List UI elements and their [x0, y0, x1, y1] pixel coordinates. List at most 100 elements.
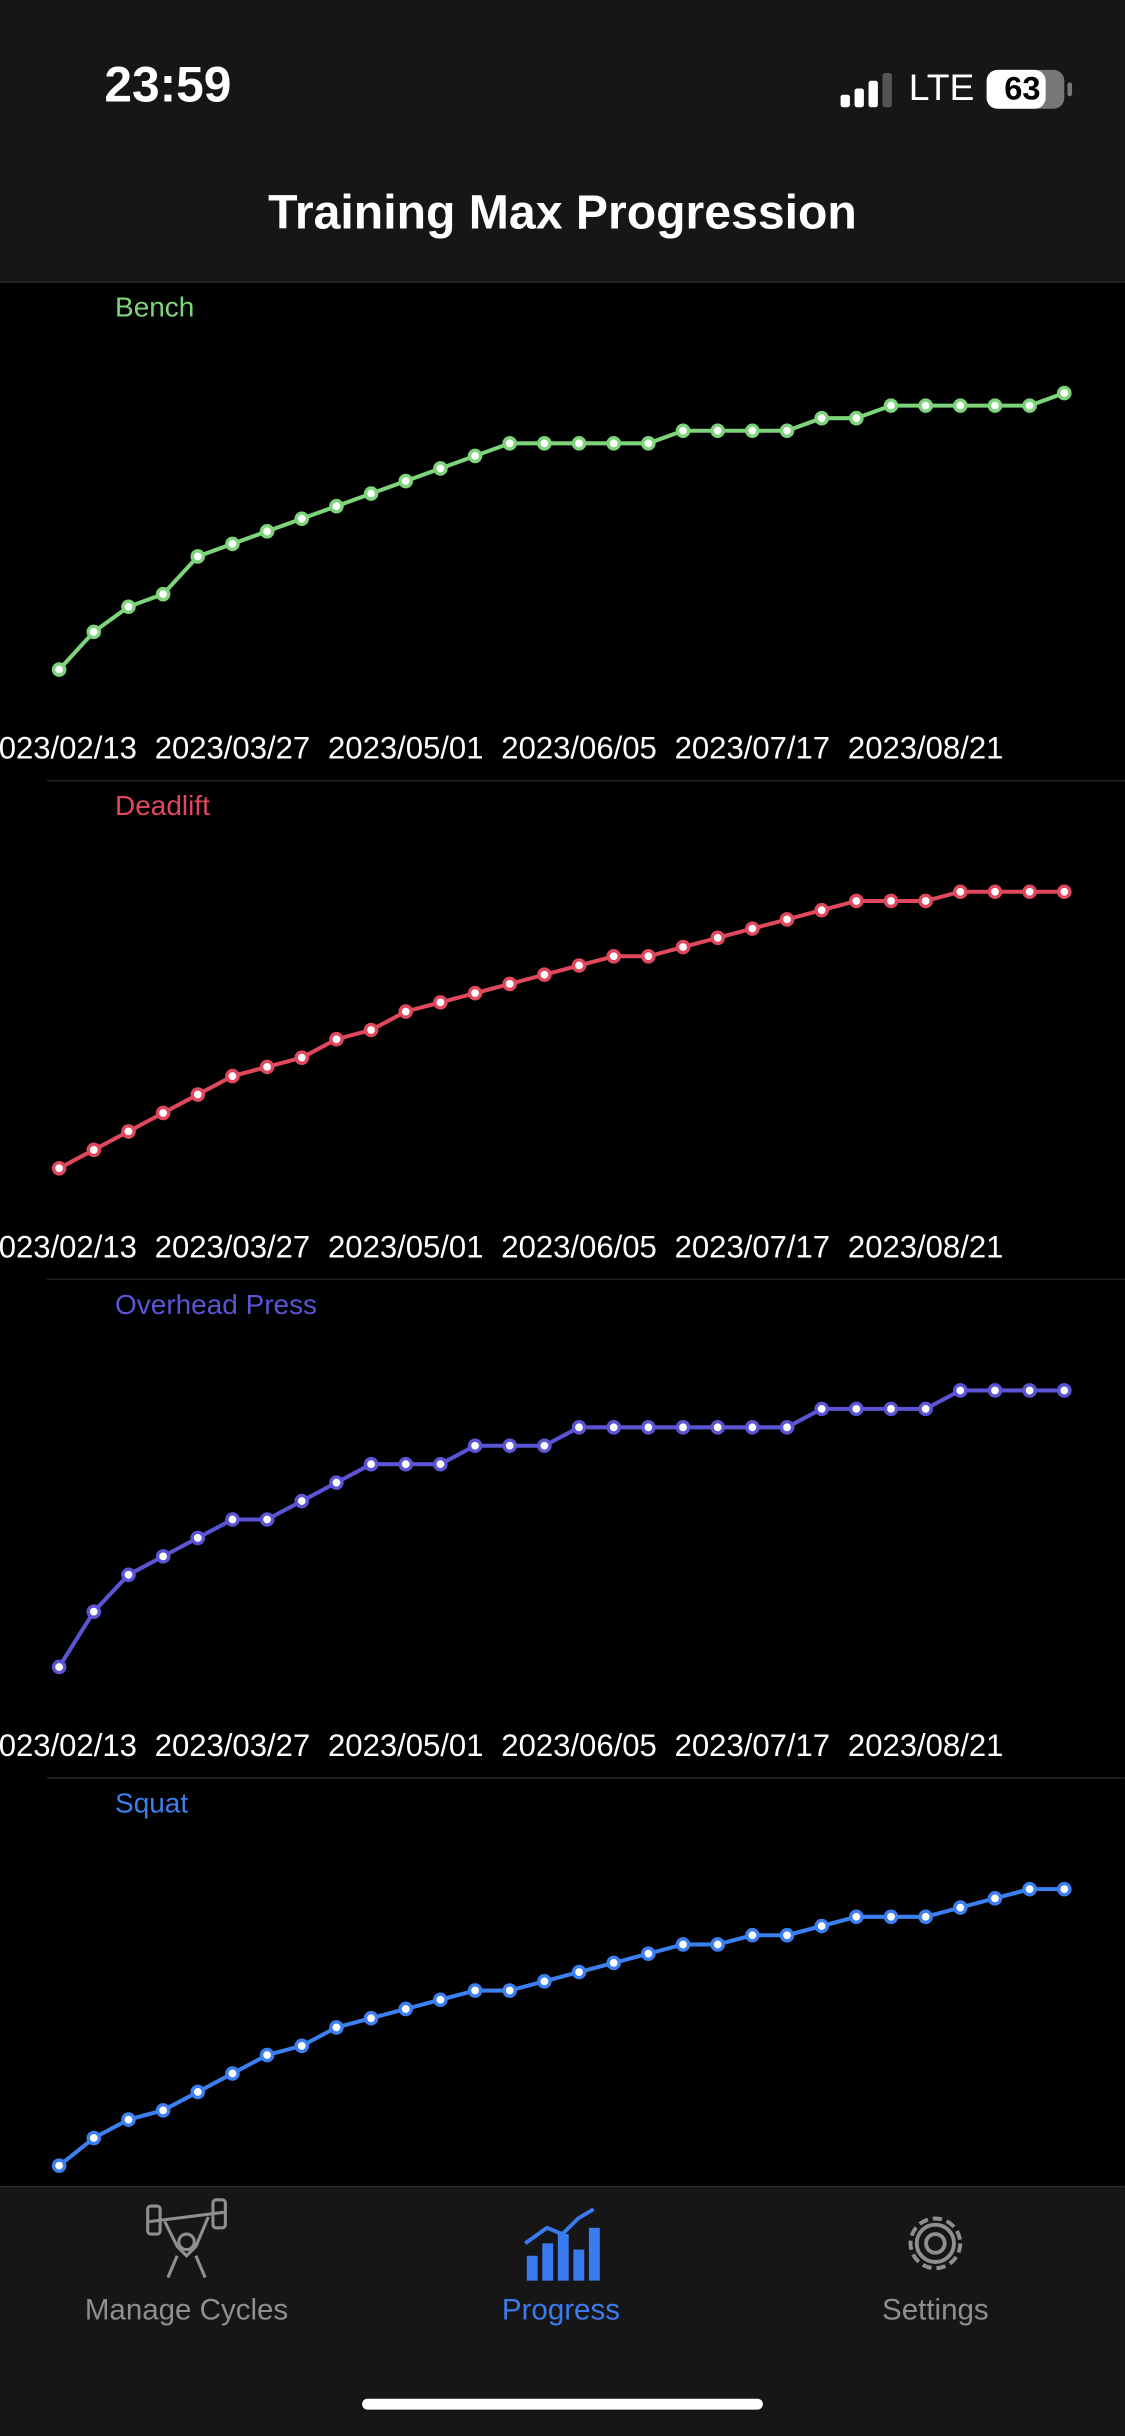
data-point — [537, 967, 552, 983]
data-point — [121, 1124, 136, 1139]
x-tick-label: 2023/05/01 — [328, 1229, 483, 1264]
status-network: LTE — [909, 66, 975, 108]
data-point — [710, 423, 725, 439]
tab-label: Progress — [502, 2294, 620, 2327]
data-point — [953, 1383, 968, 1398]
x-tick-label: 2023/06/05 — [501, 731, 656, 766]
data-point — [398, 1456, 414, 1472]
data-point — [121, 2112, 136, 2127]
x-tick-label: 2023/05/01 — [328, 731, 483, 766]
data-point — [467, 985, 483, 1001]
data-point — [987, 1891, 1003, 1906]
x-tick-label: 2023/03/27 — [155, 1728, 310, 1763]
data-point — [433, 1992, 448, 2008]
data-point — [433, 995, 448, 1010]
data-point — [190, 2084, 206, 2100]
tab-bar: Manage Cycles Progress Settings — [0, 2185, 1125, 2436]
data-point — [883, 398, 899, 413]
data-point — [571, 1964, 587, 1980]
series-label: Squat — [115, 1788, 188, 1819]
data-point — [225, 1512, 240, 1527]
data-point — [571, 958, 587, 973]
data-point — [433, 1456, 448, 1472]
series-label: Deadlift — [115, 790, 210, 821]
data-point — [155, 586, 171, 602]
data-point — [294, 2038, 310, 2054]
data-point — [155, 2103, 171, 2118]
data-point — [1057, 1383, 1072, 1398]
data-point — [849, 1401, 864, 1417]
x-tick-label: 2023/07/17 — [675, 731, 830, 766]
tab-label: Settings — [882, 2294, 989, 2327]
data-point — [329, 2020, 344, 2035]
data-point — [225, 1068, 240, 1084]
data-point — [641, 1420, 656, 1435]
data-point — [190, 1087, 206, 1102]
charts: Bench 2023/02/13 2023/03/27 2023/05/01 2023/… — [0, 292, 1125, 2278]
tab-bar-background — [0, 2185, 1125, 2436]
data-point — [814, 410, 829, 426]
chart-panel: Squat — [46, 1788, 1125, 2278]
data-point — [398, 2001, 414, 2017]
data-point — [433, 461, 448, 476]
chart-panel: Deadlift 2023/02/13 2023/03/27 2023/05/01 20… — [0, 790, 1125, 1281]
data-point — [675, 1420, 691, 1435]
tab-manage-cycles[interactable]: Manage Cycles — [85, 2198, 288, 2327]
series-label: Overhead Press — [115, 1289, 317, 1320]
data-point — [745, 1927, 760, 1943]
x-tick-label: 2023/08/21 — [848, 1728, 1003, 1763]
data-point — [675, 1937, 691, 1952]
data-point — [987, 884, 1003, 900]
data-point — [363, 1456, 379, 1472]
data-point — [51, 2158, 67, 2173]
data-point — [190, 549, 206, 564]
data-point — [710, 1937, 725, 1952]
data-point — [86, 2130, 102, 2146]
weightlifter-icon — [146, 2198, 227, 2279]
x-tick-label: 2023/03/27 — [155, 1229, 310, 1264]
x-tick-label: 2023/07/17 — [675, 1728, 830, 1763]
tab-settings[interactable]: Settings — [882, 2216, 989, 2327]
data-point — [883, 1401, 899, 1417]
data-point — [710, 930, 725, 946]
data-point — [155, 1105, 171, 1121]
gear-icon — [908, 2216, 963, 2271]
data-point — [467, 1983, 483, 1998]
data-point — [953, 884, 968, 900]
x-tick-label: 2023/02/13 — [0, 1229, 137, 1264]
tab-progress[interactable]: Progress — [502, 2207, 620, 2327]
data-point — [329, 1031, 344, 1047]
data-point — [502, 436, 518, 451]
page-title: Training Max Progression — [268, 186, 857, 240]
data-point — [294, 511, 310, 527]
data-point — [259, 2047, 275, 2063]
data-point — [849, 1909, 864, 1925]
battery-tip — [1067, 82, 1073, 97]
data-point — [1057, 1881, 1072, 1897]
data-point — [398, 1004, 414, 1019]
status-battery: 63 — [1004, 69, 1040, 106]
x-tick-label: 2023/02/13 — [0, 1728, 137, 1763]
data-point — [918, 893, 933, 909]
data-point — [51, 1160, 67, 1176]
data-point — [502, 1438, 518, 1454]
data-point — [1022, 398, 1037, 413]
data-point — [294, 1493, 310, 1509]
data-point — [363, 1022, 379, 1038]
data-point — [51, 1659, 67, 1675]
data-point — [1022, 1881, 1037, 1897]
data-point — [190, 1530, 206, 1546]
data-point — [51, 662, 67, 677]
data-point — [745, 921, 760, 936]
data-point — [849, 893, 864, 909]
data-point — [1057, 385, 1072, 401]
data-point — [849, 410, 864, 426]
data-point — [502, 976, 518, 992]
data-point — [329, 498, 344, 514]
data-point — [571, 1420, 587, 1435]
data-point — [814, 902, 829, 918]
header: 23:59 LTE 63 Training Max Progression — [0, 0, 1125, 283]
